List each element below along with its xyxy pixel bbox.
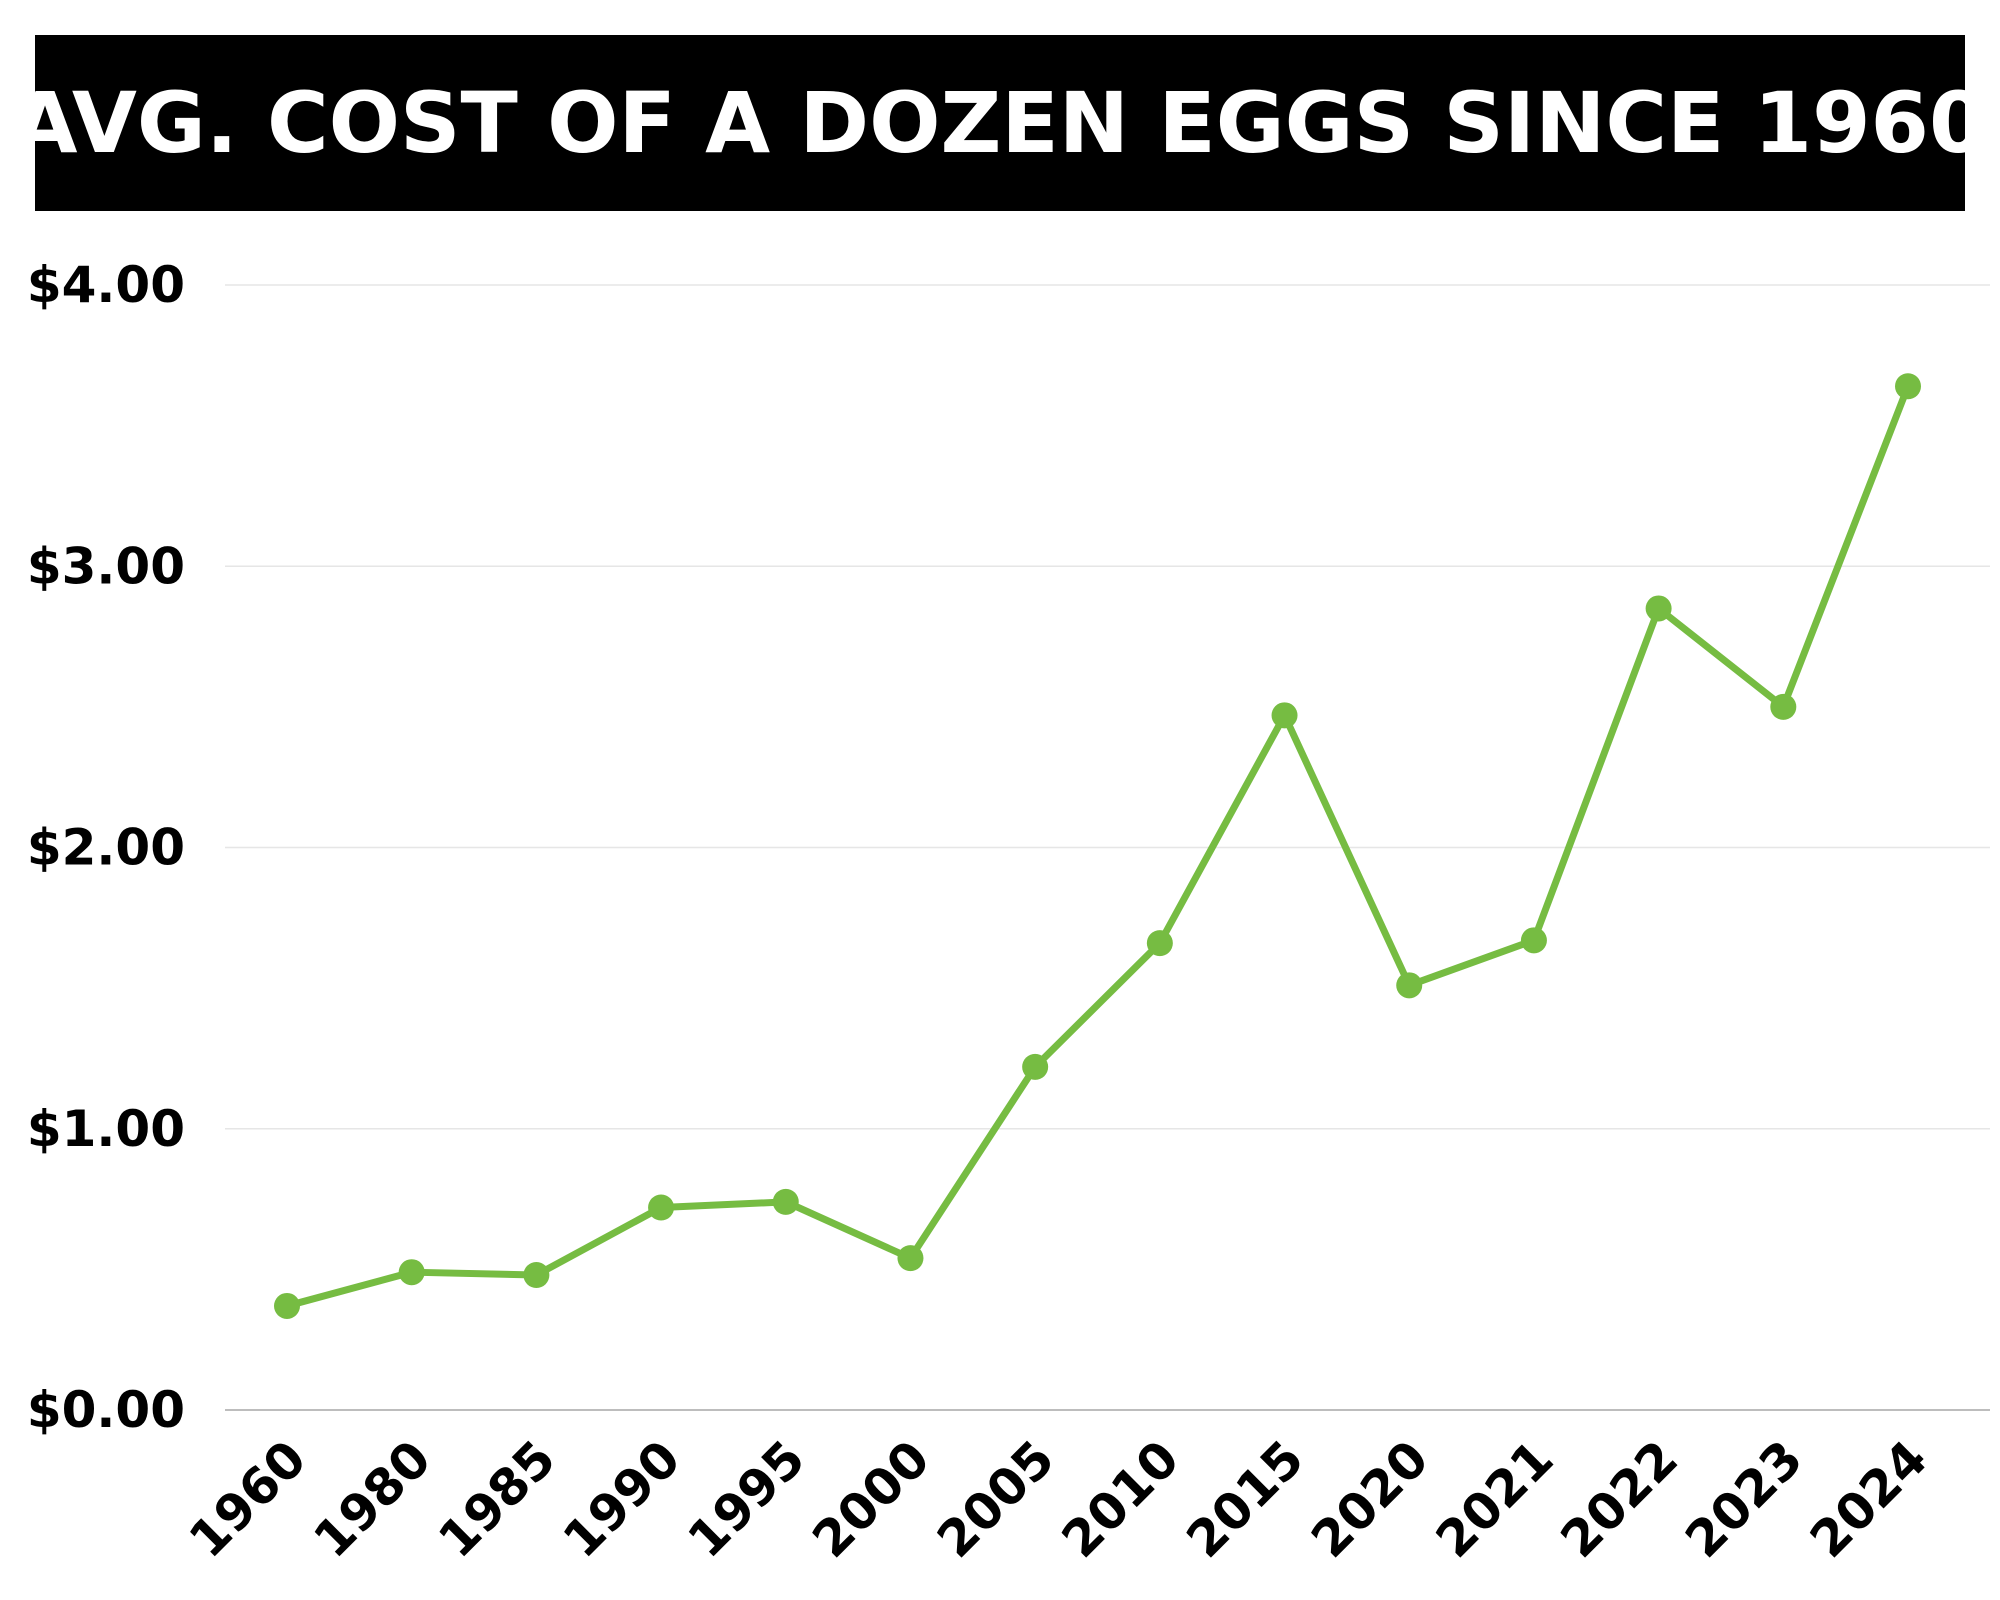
data-point: [1520, 927, 1547, 954]
x-tick-label: 2015: [1176, 1429, 1315, 1568]
data-point: [1022, 1053, 1049, 1080]
x-tick-label: 1980: [303, 1429, 442, 1568]
x-tick-label: 2020: [1300, 1429, 1439, 1568]
data-point: [1895, 373, 1921, 400]
x-tick-label: 2022: [1550, 1429, 1689, 1568]
data-point: [274, 1292, 300, 1319]
y-tick-label: $1.00: [27, 1100, 185, 1158]
x-tick-label: 1960: [178, 1429, 317, 1568]
chart-title: AVG. COST OF A DOZEN EGGS SINCE 1960: [12, 74, 1988, 172]
x-tick-label: 1995: [677, 1429, 816, 1568]
x-tick-label: 2000: [802, 1429, 941, 1568]
y-tick-label: $2.00: [27, 819, 185, 877]
gridlines: [225, 284, 1990, 1130]
data-point: [1770, 693, 1797, 720]
y-tick-label: $3.00: [27, 537, 185, 595]
data-point: [1146, 930, 1173, 957]
price-series: [274, 373, 1921, 1319]
data-point: [648, 1194, 675, 1221]
x-tick-label: 2010: [1051, 1429, 1190, 1568]
data-point: [772, 1188, 799, 1215]
data-point: [897, 1245, 924, 1272]
data-point: [1396, 972, 1423, 999]
data-point: [1645, 595, 1672, 622]
x-tick-label: 2021: [1425, 1429, 1564, 1568]
x-tick-label: 2024: [1799, 1429, 1938, 1568]
y-axis-tick-labels: $0.00 $1.00 $2.00 $3.00 $4.00: [27, 256, 185, 1439]
series-line: [283, 382, 1912, 1310]
y-tick-label: $4.00: [27, 256, 185, 314]
data-point: [398, 1259, 425, 1286]
y-tick-label: $0.00: [27, 1381, 185, 1439]
data-point: [523, 1262, 550, 1288]
data-point: [1271, 702, 1298, 729]
x-axis-tick-labels: 1960198019851990199520002005201020152020…: [178, 1429, 1938, 1568]
x-tick-label: 2023: [1674, 1429, 1813, 1568]
x-tick-label: 1985: [427, 1429, 566, 1568]
x-tick-label: 1990: [552, 1429, 691, 1568]
chart-title-bar: AVG. COST OF A DOZEN EGGS SINCE 1960: [13, 35, 1987, 211]
x-tick-label: 2005: [926, 1429, 1065, 1568]
